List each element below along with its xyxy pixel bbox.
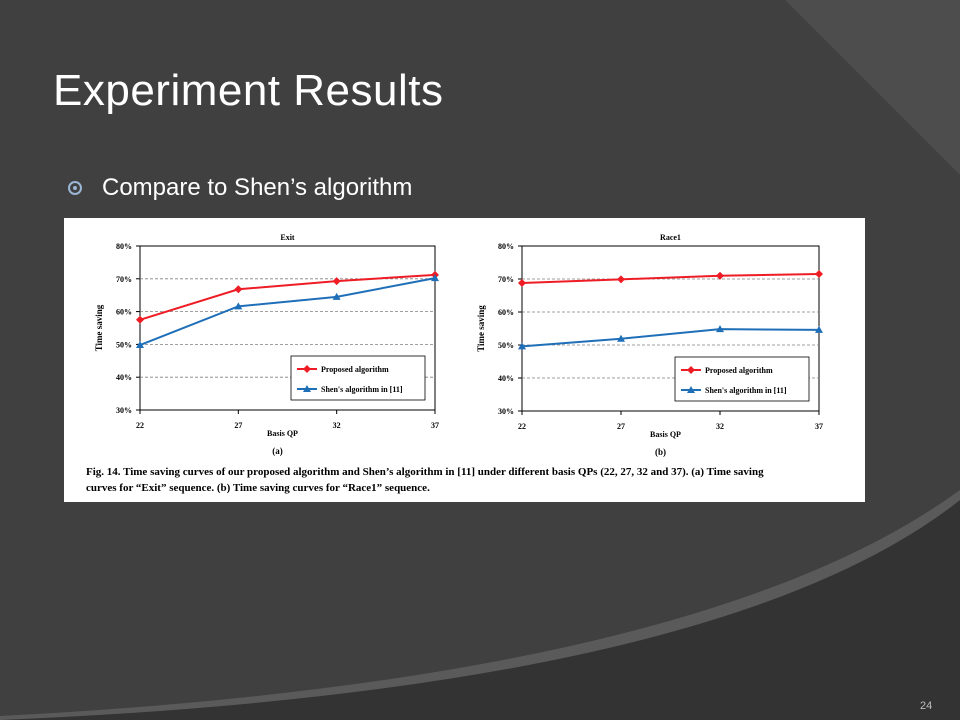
bullet-item: Compare to Shen’s algorithm	[68, 174, 412, 202]
panel-label: (a)	[272, 446, 283, 456]
data-point	[332, 292, 341, 300]
y-tick-label: 60%	[498, 308, 514, 317]
data-point	[716, 325, 724, 333]
series-line	[139, 277, 436, 346]
panel-label: (b)	[655, 447, 666, 457]
y-tick-label: 80%	[498, 242, 514, 251]
series-line	[521, 273, 820, 284]
y-axis-label: Time saving	[476, 305, 486, 352]
x-tick-label: 37	[815, 422, 823, 431]
y-tick-label: 40%	[116, 373, 132, 382]
data-point	[815, 325, 823, 333]
data-point	[136, 315, 144, 324]
x-tick-label: 22	[136, 421, 144, 430]
x-tick-label: 27	[617, 422, 625, 431]
bullet-text: Compare to Shen’s algorithm	[102, 174, 413, 201]
x-axis-label: Basis QP	[267, 429, 298, 438]
y-axis-label: Time saving	[94, 304, 104, 351]
figure-caption-line1: Fig. 14. Time saving curves of our propo…	[86, 466, 764, 478]
y-tick-label: 60%	[116, 308, 132, 317]
slide-title: Experiment Results	[53, 66, 444, 115]
chart-race1: 30% 40% 50% 60% 70% 80% 22 27 32 37 Race1 Basis QP T…	[476, 233, 823, 457]
data-point	[234, 302, 243, 310]
page-number: 24	[920, 700, 933, 712]
y-tick-label: 30%	[116, 406, 132, 415]
legend-marker	[303, 365, 311, 373]
legend-marker	[303, 385, 311, 392]
chart-title: Race1	[660, 233, 681, 242]
figure-caption-line2: curves for “Exit” sequence. (b) Time sav…	[86, 482, 430, 494]
x-tick-label: 37	[431, 421, 439, 430]
bullet-circle-icon	[68, 181, 82, 195]
data-point	[234, 285, 243, 294]
figure-panel: 30% 40% 50% 60% 70% 80% 22 27 32 37 Exit Basis QP Ti…	[64, 218, 865, 502]
data-point	[815, 270, 823, 279]
legend-label: Shen's algorithm in [11]	[321, 385, 403, 394]
figure-svg: 30% 40% 50% 60% 70% 80% 22 27 32 37 Exit Basis QP Ti…	[86, 233, 823, 494]
data-point	[518, 342, 526, 350]
legend-marker	[687, 386, 695, 393]
x-axis-label: Basis QP	[650, 430, 681, 439]
y-tick-label: 50%	[116, 340, 132, 349]
chart-title: Exit	[280, 233, 295, 242]
x-tick-label: 22	[518, 422, 526, 431]
data-point	[332, 277, 341, 286]
x-tick-label: 32	[333, 421, 341, 430]
data-point	[617, 275, 625, 284]
legend-box	[674, 356, 810, 402]
series-line	[521, 328, 820, 348]
y-tick-label: 30%	[498, 407, 514, 416]
data-point	[716, 271, 724, 280]
plot-frame	[139, 245, 436, 411]
y-tick-label: 70%	[498, 275, 514, 284]
data-point	[136, 341, 144, 349]
legend-label: Proposed algorithm	[321, 365, 389, 374]
chart-exit: 30% 40% 50% 60% 70% 80% 22 27 32 37 Exit Basis QP Ti…	[94, 233, 439, 456]
legend-label: Proposed algorithm	[705, 366, 773, 375]
y-tick-label: 40%	[498, 374, 514, 383]
x-tick-label: 32	[716, 422, 724, 431]
y-tick-label: 80%	[116, 242, 132, 251]
data-point	[431, 274, 439, 282]
x-tick-label: 27	[234, 421, 242, 430]
y-tick-label: 70%	[116, 275, 132, 284]
legend-label: Shen's algorithm in [11]	[705, 386, 787, 395]
data-point	[518, 278, 526, 287]
data-point	[617, 334, 625, 342]
y-tick-label: 50%	[498, 341, 514, 350]
series-line	[139, 273, 436, 321]
legend-box	[290, 355, 426, 401]
legend-marker	[687, 366, 695, 374]
